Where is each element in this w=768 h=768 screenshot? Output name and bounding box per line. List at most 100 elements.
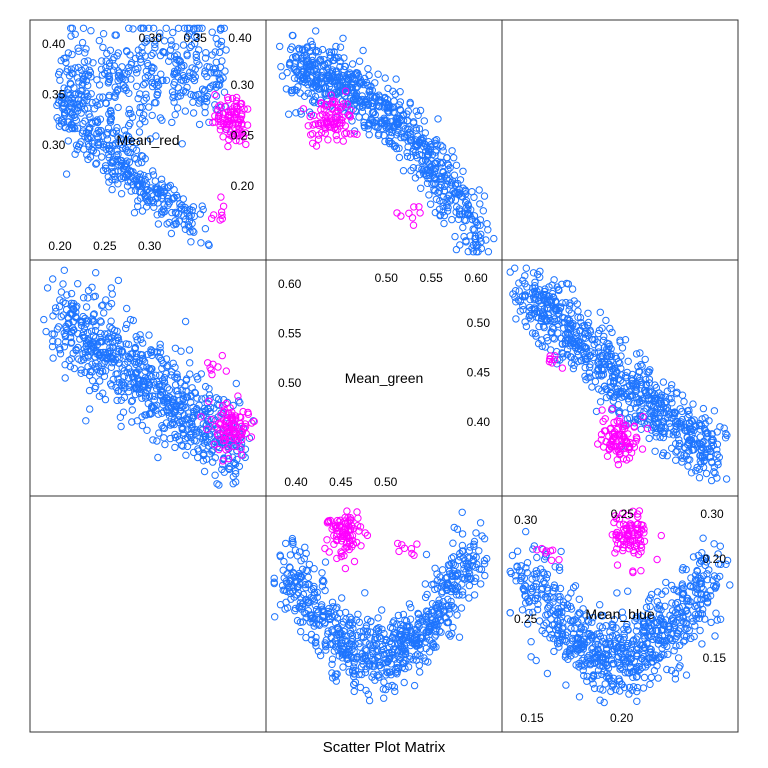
point-group-1 (374, 70, 382, 78)
point-group-2 (342, 129, 351, 137)
point-group-2 (218, 211, 226, 220)
point-group-2 (224, 93, 232, 102)
point-group-1 (203, 72, 211, 81)
point-group-1 (136, 103, 144, 112)
point-group-1 (422, 167, 430, 175)
point-group-1 (199, 205, 207, 214)
point-group-1 (147, 51, 156, 60)
point-group-1 (129, 25, 137, 33)
point-group-1 (98, 153, 106, 161)
point-group-2 (235, 137, 244, 145)
point-group-1 (79, 24, 88, 32)
point-group-1 (185, 346, 194, 354)
point-group-1 (194, 90, 202, 99)
point-group-1 (439, 147, 447, 155)
point-group-1 (100, 309, 108, 317)
point-group-1 (67, 289, 76, 298)
point-group-1 (452, 208, 460, 216)
point-group-1 (444, 203, 452, 212)
point-group-1 (205, 63, 214, 71)
point-group-2 (225, 135, 233, 144)
point-group-1 (151, 36, 159, 45)
point-group-1 (316, 55, 325, 64)
point-group-2 (315, 131, 323, 139)
point-group-2 (334, 106, 342, 115)
point-group-1 (231, 467, 240, 475)
point-group-1 (161, 440, 169, 449)
point-group-2 (317, 99, 325, 107)
point-group-1 (92, 382, 100, 391)
point-group-1 (343, 88, 351, 97)
point-group-1 (443, 207, 452, 215)
point-group-1 (144, 173, 152, 181)
point-group-1 (169, 28, 177, 37)
point-group-1 (148, 67, 156, 75)
point-group-1 (172, 191, 181, 200)
point-group-1 (332, 68, 340, 76)
point-group-2 (223, 121, 231, 129)
point-group-2 (226, 131, 234, 139)
point-group-1 (201, 225, 210, 233)
point-group-1 (106, 323, 114, 331)
point-group-1 (336, 82, 344, 91)
point-group-1 (338, 594, 346, 602)
point-group-1 (156, 29, 164, 37)
point-group-1 (83, 151, 91, 159)
point-group-1 (462, 216, 470, 225)
point-group-2 (331, 116, 339, 124)
point-group-1 (135, 128, 144, 136)
point-group-1 (212, 69, 220, 77)
point-group-1 (450, 171, 459, 179)
point-group-2 (242, 140, 250, 149)
point-group-1 (624, 357, 632, 365)
point-group-1 (481, 571, 489, 580)
point-group-1 (92, 98, 100, 106)
point-group-1 (567, 624, 575, 633)
point-group-1 (368, 108, 377, 117)
point-group-1 (103, 135, 112, 144)
point-group-1 (664, 650, 672, 658)
point-group-1 (390, 142, 399, 151)
point-group-1 (321, 558, 330, 566)
point-group-1 (160, 434, 168, 442)
point-group-1 (214, 40, 222, 48)
point-group-1 (146, 410, 154, 418)
point-group-1 (189, 203, 198, 211)
point-group-1 (134, 159, 143, 167)
point-group-1 (117, 396, 126, 404)
point-group-1 (421, 156, 430, 165)
point-group-1 (375, 102, 383, 110)
point-group-1 (179, 41, 188, 49)
point-group-1 (107, 114, 116, 123)
point-group-1 (365, 71, 373, 80)
point-group-1 (154, 453, 162, 462)
point-group-1 (334, 88, 343, 96)
point-group-1 (60, 84, 68, 92)
point-group-1 (78, 71, 87, 79)
point-group-1 (591, 377, 600, 386)
panel-1-2 (506, 264, 731, 485)
point-group-1 (92, 322, 100, 330)
point-group-1 (77, 102, 85, 111)
point-group-1 (74, 44, 82, 52)
point-group-1 (182, 451, 190, 459)
point-group-1 (113, 147, 121, 155)
point-group-1 (680, 398, 688, 406)
point-group-1 (705, 566, 713, 574)
point-group-1 (341, 92, 349, 100)
point-group-1 (68, 24, 77, 32)
point-group-1 (107, 317, 115, 325)
panel-1-0 (40, 266, 258, 489)
point-group-1 (85, 386, 94, 395)
point-group-1 (153, 437, 161, 445)
point-group-1 (149, 167, 157, 175)
point-group-2 (323, 536, 331, 544)
point-group-1 (596, 398, 605, 406)
point-group-1 (380, 694, 388, 702)
point-group-1 (277, 62, 285, 71)
point-group-1 (435, 187, 443, 195)
point-group-1 (425, 191, 433, 199)
point-group-1 (127, 187, 135, 195)
point-group-1 (75, 47, 83, 55)
point-group-2 (333, 136, 341, 144)
